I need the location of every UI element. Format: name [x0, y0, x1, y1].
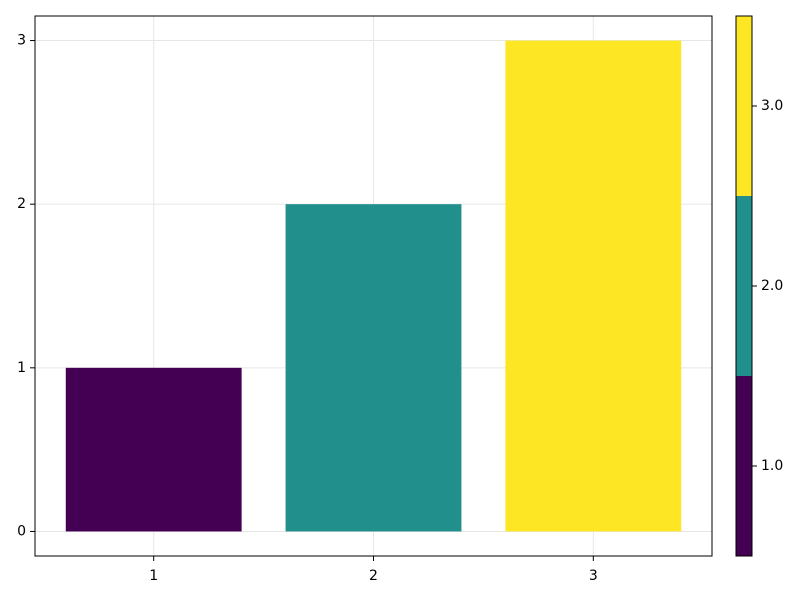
bar: [285, 204, 462, 532]
bar: [505, 40, 682, 532]
x-tick-label: 2: [369, 568, 378, 584]
colorbar-tick-label: 1.0: [761, 458, 783, 474]
colorbar-tick-label: 3.0: [761, 98, 783, 114]
y-tick-label: 0: [17, 523, 26, 539]
colorbar-segment: [736, 196, 752, 376]
colorbar-segment: [736, 376, 752, 556]
y-tick-label: 1: [17, 360, 26, 376]
x-tick-label: 1: [149, 568, 158, 584]
y-tick-label: 3: [17, 33, 26, 49]
colorbar-segment: [736, 16, 752, 196]
x-tick-label: 3: [589, 568, 598, 584]
colorbar-tick-label: 2.0: [761, 278, 783, 294]
bar: [65, 367, 242, 532]
y-tick-label: 2: [17, 196, 26, 212]
